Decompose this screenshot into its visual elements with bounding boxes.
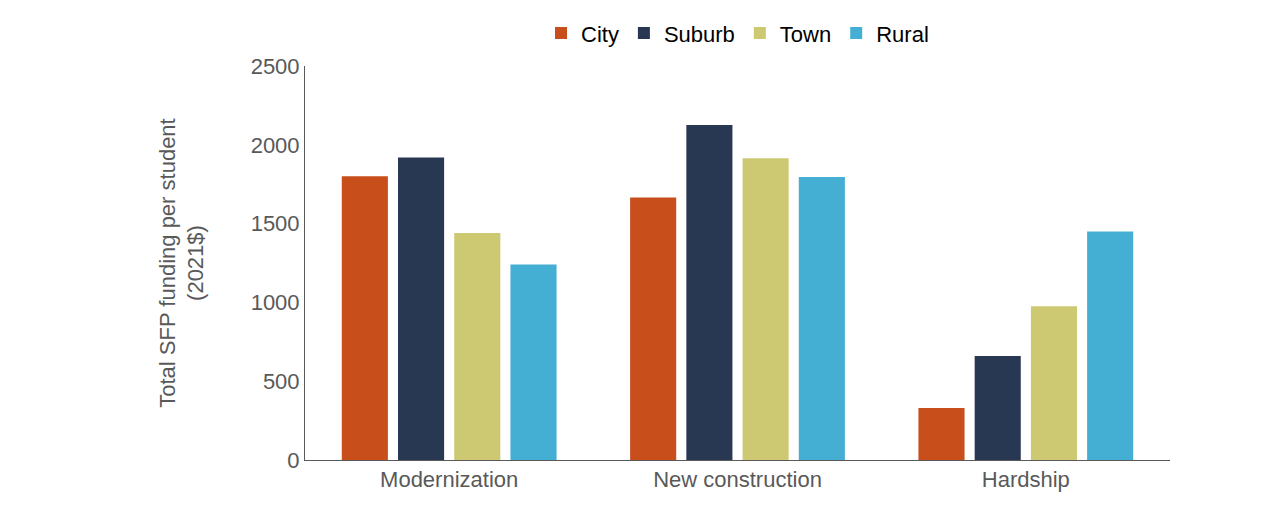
svg-text:Town: Town bbox=[780, 22, 831, 47]
svg-text:500: 500 bbox=[263, 369, 300, 394]
svg-text:0: 0 bbox=[287, 448, 299, 473]
svg-text:1500: 1500 bbox=[251, 211, 300, 236]
svg-text:New construction: New construction bbox=[653, 467, 822, 492]
svg-text:2500: 2500 bbox=[251, 54, 300, 79]
svg-text:Total SFP funding per student(: Total SFP funding per student(2021$) bbox=[155, 118, 209, 407]
svg-text:City: City bbox=[581, 22, 619, 47]
svg-text:Suburb: Suburb bbox=[664, 22, 735, 47]
svg-text:Modernization: Modernization bbox=[380, 467, 518, 492]
svg-text:Hardship: Hardship bbox=[982, 467, 1070, 492]
svg-text:1000: 1000 bbox=[251, 290, 300, 315]
svg-text:Rural: Rural bbox=[876, 22, 929, 47]
svg-text:2000: 2000 bbox=[251, 133, 300, 158]
